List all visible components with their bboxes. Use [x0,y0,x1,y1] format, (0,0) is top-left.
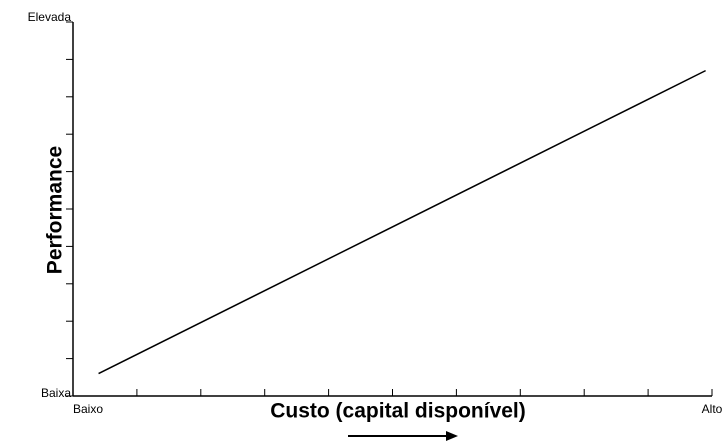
data-line [98,69,706,375]
y-axis-title: Performance [44,146,67,274]
x-tick-label: Alto [702,402,723,416]
x-axis-title: Custo (capital disponível) [270,400,526,423]
y-tick-label: Elevada [28,10,72,24]
x-tick-label: Baixo [73,402,103,416]
arrow [348,431,458,441]
y-tick-label: Baixa [41,386,71,400]
